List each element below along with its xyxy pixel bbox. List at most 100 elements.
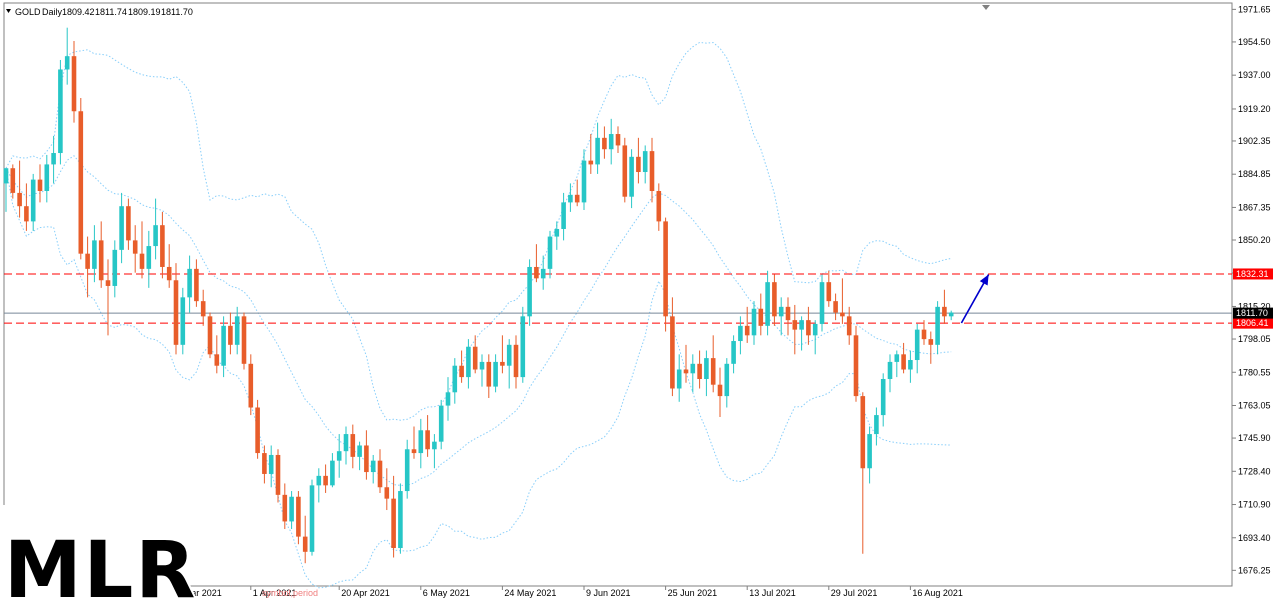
price-tick-label: 1937.00 bbox=[1238, 70, 1271, 80]
time-tick-label: 9 Jun 2021 bbox=[586, 588, 631, 598]
time-tick-label: 13 Jul 2021 bbox=[749, 588, 796, 598]
candle-body bbox=[602, 137, 607, 150]
candle-body bbox=[744, 325, 750, 336]
candle-body bbox=[676, 369, 682, 389]
bollinger-middle-line bbox=[5, 155, 952, 486]
price-tick-label: 1954.50 bbox=[1238, 37, 1271, 47]
candle-body bbox=[466, 346, 471, 378]
candle-body bbox=[187, 268, 192, 298]
candle-body bbox=[921, 329, 927, 340]
candle-body bbox=[282, 494, 288, 522]
candle-body bbox=[629, 156, 634, 197]
candle-body bbox=[173, 280, 179, 345]
current_price-price-tag-label: 1811.70 bbox=[1236, 308, 1268, 318]
candle-body bbox=[928, 339, 934, 345]
time-axis: 16 Mar 2021 1 Apr 2021 20 Apr 2021 6 May 20… bbox=[168, 586, 963, 598]
candle-body bbox=[296, 496, 301, 537]
candle-body bbox=[234, 316, 240, 345]
candle-body bbox=[58, 69, 63, 154]
candle-body bbox=[268, 454, 274, 474]
candle-body bbox=[180, 297, 186, 345]
candle-body bbox=[826, 282, 832, 302]
ohlc-open: 1809.42 bbox=[62, 7, 95, 17]
candle-body bbox=[751, 308, 757, 336]
candle-body bbox=[513, 344, 519, 378]
candle-body bbox=[275, 454, 281, 495]
price-tick-label: 1745.90 bbox=[1238, 433, 1271, 443]
candle-body bbox=[479, 361, 485, 370]
candle-body bbox=[894, 354, 900, 362]
candle-body bbox=[64, 56, 70, 70]
candle-body bbox=[357, 445, 362, 457]
candle-body bbox=[642, 151, 648, 173]
price-tick-label: 1710.90 bbox=[1238, 500, 1271, 510]
candle-body bbox=[248, 363, 254, 408]
candle-body bbox=[860, 396, 866, 469]
price-tick-label: 1780.55 bbox=[1238, 367, 1271, 377]
candle-body bbox=[459, 365, 464, 378]
candle-body bbox=[738, 325, 743, 342]
candle-body bbox=[37, 179, 43, 192]
candle-body bbox=[200, 301, 206, 317]
candle-body bbox=[636, 156, 641, 173]
bollinger-bands bbox=[5, 41, 952, 589]
candle-body bbox=[105, 280, 111, 286]
price-tick-label: 1850.20 bbox=[1238, 235, 1271, 245]
candle-body bbox=[840, 312, 845, 317]
price-tick-label: 1919.20 bbox=[1238, 104, 1271, 114]
candle-body bbox=[432, 441, 437, 450]
resistance-price-tag bbox=[1233, 268, 1273, 280]
candle-body bbox=[384, 487, 390, 499]
candle-body bbox=[833, 301, 838, 313]
time-tick-label: 25 Jun 2021 bbox=[668, 588, 718, 598]
candle-body bbox=[330, 460, 335, 486]
forecast-arrow bbox=[960, 274, 990, 324]
candle-body bbox=[228, 325, 233, 345]
time-tick-label: 24 May 2021 bbox=[504, 588, 556, 598]
candle-body bbox=[500, 361, 505, 366]
candle-body bbox=[78, 111, 84, 254]
candle-body bbox=[561, 202, 566, 229]
candle-body bbox=[649, 151, 655, 192]
price-tick-label: 1815.20 bbox=[1238, 301, 1271, 311]
candle-body bbox=[758, 308, 764, 326]
chart-shift-marker-icon[interactable] bbox=[982, 5, 990, 10]
candle-body bbox=[670, 316, 675, 389]
ohlc-high: 1811.74 bbox=[95, 7, 127, 17]
arrow-head-icon bbox=[979, 274, 989, 286]
plot-area[interactable] bbox=[3, 2, 1233, 587]
candle-body bbox=[255, 407, 260, 454]
candle-body bbox=[942, 306, 947, 317]
price-tick-label: 1971.65 bbox=[1238, 4, 1271, 14]
watermark-logo: MLR bbox=[0, 505, 197, 603]
candle-body bbox=[112, 249, 118, 286]
candle-body bbox=[139, 253, 145, 269]
candle-body bbox=[534, 266, 539, 279]
candle-body bbox=[316, 475, 322, 486]
candle-body bbox=[765, 282, 770, 326]
price-tick-label: 1693.40 bbox=[1238, 533, 1271, 543]
price-axis: 1971.65 1954.50 1937.00 1919.20 1902.35 1884.… bbox=[1232, 4, 1273, 575]
candle-body bbox=[683, 369, 689, 374]
candle-body bbox=[166, 266, 172, 281]
price-tick-label: 1728.40 bbox=[1238, 466, 1271, 476]
candle-body bbox=[391, 498, 396, 549]
candle-body bbox=[799, 320, 804, 330]
resistance-price-tag-label: 1832.31 bbox=[1236, 269, 1269, 279]
price-tick-label: 1676.25 bbox=[1238, 565, 1271, 575]
candle-body bbox=[520, 316, 526, 378]
candle-body bbox=[887, 361, 893, 380]
candle-body bbox=[792, 320, 798, 330]
candle-body bbox=[350, 434, 356, 457]
candle-body bbox=[343, 434, 349, 452]
candle-body bbox=[51, 153, 56, 165]
dropdown-triangle-icon[interactable] bbox=[6, 9, 11, 13]
support-price-tag-label: 1806.41 bbox=[1236, 318, 1269, 328]
candle-body bbox=[540, 268, 546, 279]
candle-body bbox=[853, 335, 859, 397]
candle-body bbox=[309, 485, 315, 552]
candle-body bbox=[867, 434, 872, 469]
candle-body bbox=[418, 430, 424, 454]
candle-body bbox=[153, 225, 158, 247]
